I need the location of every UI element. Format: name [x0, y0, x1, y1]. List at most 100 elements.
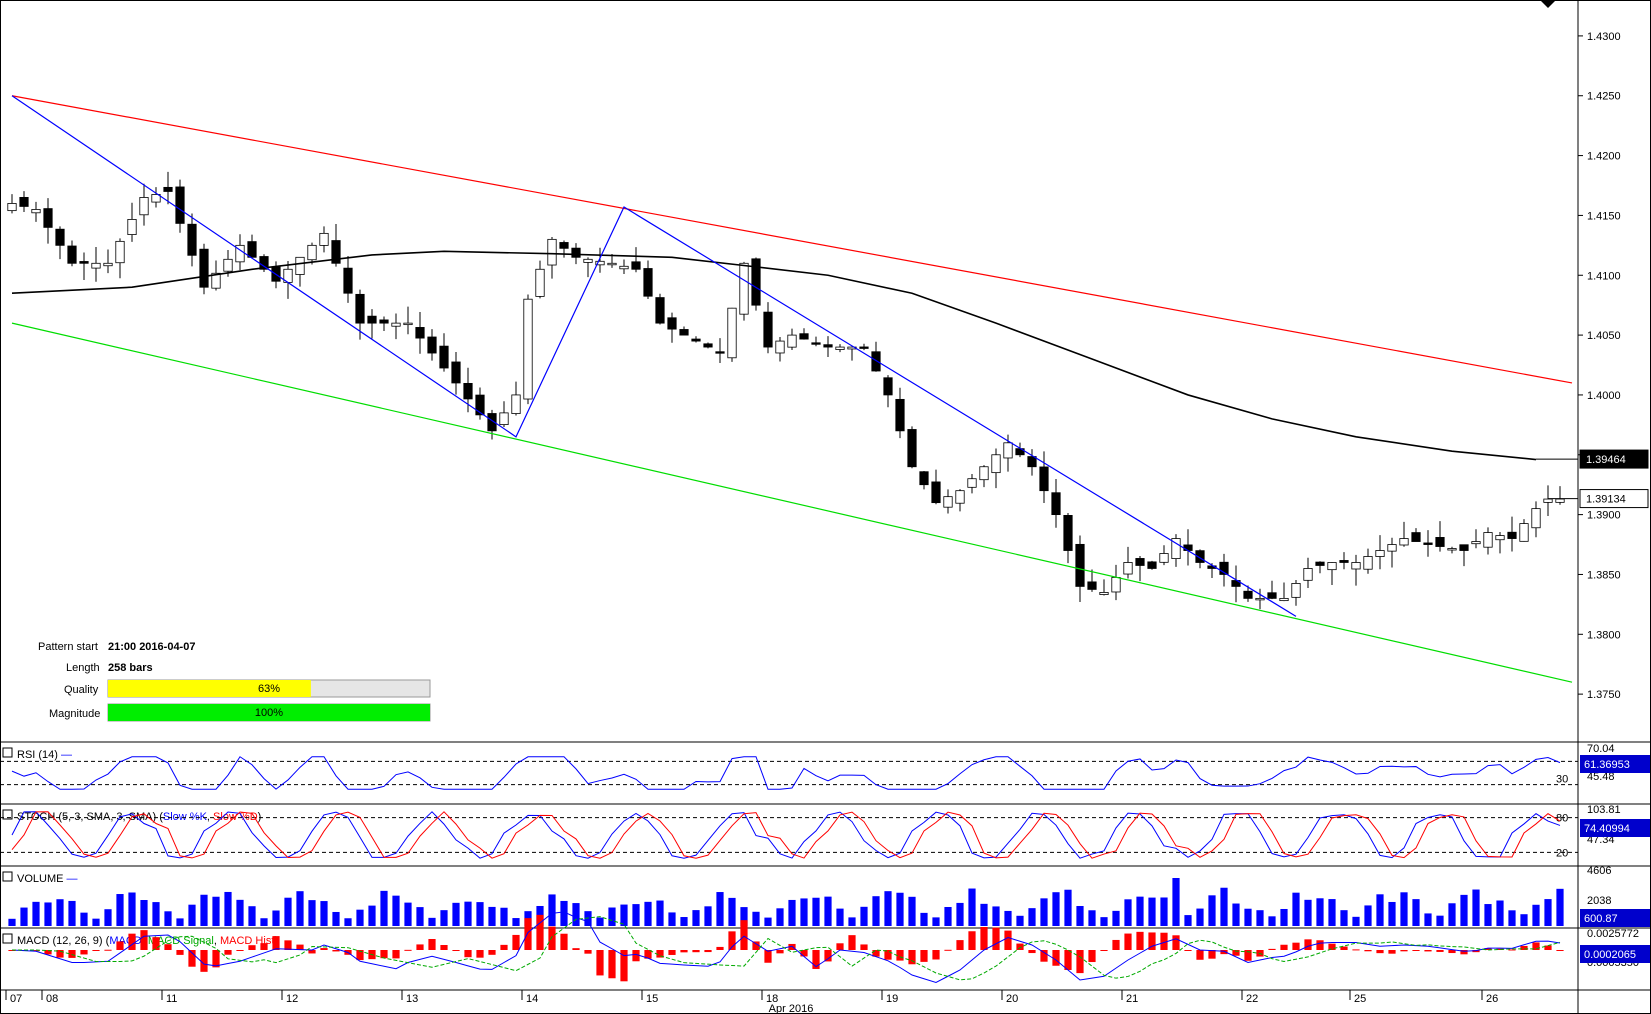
- macd-hist-bar: [884, 950, 892, 960]
- volume-bar: [284, 897, 292, 926]
- volume-bar: [1040, 898, 1048, 926]
- volume-bar: [644, 901, 652, 926]
- volume-bar: [512, 918, 520, 926]
- scroll-marker-icon: [1541, 1, 1555, 8]
- volume-bar: [1244, 908, 1252, 926]
- stoch-level-80-label: 80: [1556, 813, 1568, 825]
- y-tick-label: 1.3750: [1587, 689, 1621, 701]
- candle-body: [415, 327, 425, 339]
- volume-bar: [704, 906, 712, 926]
- macd-hist-bar: [1040, 950, 1048, 962]
- macd-hist-bar: [644, 950, 652, 959]
- pane-close-icon: [2, 747, 13, 758]
- candle-body: [1075, 543, 1085, 587]
- candle-body: [79, 261, 89, 264]
- rsi-value-tag: 61.36953: [1584, 759, 1630, 771]
- volume-bar: [716, 892, 724, 926]
- volume-bar: [632, 904, 640, 926]
- macd-hist-bar: [500, 944, 508, 950]
- candle-body: [955, 490, 965, 504]
- macd-hist-bar: [836, 943, 844, 950]
- candle-body: [1087, 581, 1097, 590]
- volume-bar: [1268, 916, 1276, 926]
- candle-body: [475, 394, 485, 416]
- volume-bar: [1352, 916, 1360, 926]
- macd-hist-bar: [128, 933, 136, 950]
- macd-hist-bar: [1520, 945, 1528, 950]
- rsi-level-30-label: 30: [1556, 774, 1568, 786]
- macd-hist-bar: [608, 950, 616, 979]
- y-tick-label: 1.3850: [1587, 569, 1621, 581]
- volume-bar: [812, 897, 820, 926]
- volume-bar: [1544, 899, 1552, 926]
- candle-body: [787, 334, 797, 348]
- macd-hist-bar: [1268, 948, 1276, 950]
- volume-bar: [1508, 910, 1516, 926]
- volume-bar: [152, 902, 160, 926]
- macd-hist-bar: [956, 940, 964, 950]
- moving-average-line: [11, 250, 1537, 461]
- indicator-panes: RSI (14) — STOCH (5, 3, SMA, 3, SMA) (Slo…: [0, 741, 1651, 1005]
- macd-hist-bar: [680, 950, 688, 953]
- candle-body: [1183, 544, 1193, 551]
- macd-hist-bar: [1484, 948, 1492, 950]
- candle-body: [931, 481, 941, 504]
- macd-hist-bar: [1124, 933, 1132, 950]
- magnitude-bar-fill: [108, 704, 430, 721]
- pattern-start-label: Pattern start: [38, 641, 98, 653]
- macd-hist-bar: [896, 950, 904, 961]
- magnitude-label: Magnitude: [49, 708, 100, 720]
- macd-hist-bar: [1316, 940, 1324, 950]
- macd-hist-bar: [452, 950, 460, 951]
- volume-axis-mid: 2038: [1587, 895, 1611, 907]
- macd-hist-bar: [80, 950, 88, 955]
- macd-hist-bar: [752, 941, 760, 950]
- candle-body: [499, 412, 509, 426]
- macd-hist-bar: [632, 950, 640, 962]
- candle-body: [919, 471, 929, 486]
- volume-bar: [1052, 892, 1060, 926]
- volume-bar: [776, 908, 784, 926]
- macd-hist-bar: [788, 943, 796, 950]
- macd-hist-bar: [512, 934, 520, 950]
- macd-hist-bar: [176, 950, 184, 955]
- rsi-value-tag-box: [1580, 755, 1650, 773]
- candle-body: [115, 240, 125, 264]
- x-tick-label: 21: [1126, 993, 1138, 1005]
- macd-hist-bar: [1292, 942, 1300, 950]
- volume-bar: [368, 905, 376, 926]
- candle-body: [1459, 544, 1469, 551]
- macd-hist-bar: [1088, 950, 1096, 963]
- stoch-axis-top: 103.81: [1587, 804, 1621, 816]
- x-tick-label: 18: [766, 993, 778, 1005]
- y-tick-label: 1.3800: [1587, 629, 1621, 641]
- volume-bar: [20, 907, 28, 926]
- macd-hist-bar: [932, 950, 940, 960]
- candle-body: [391, 322, 401, 327]
- macd-hist-bar: [68, 950, 76, 958]
- macd-hist-bar: [1460, 950, 1468, 955]
- candle-body: [139, 197, 149, 216]
- volume-bar: [440, 910, 448, 926]
- candle-body: [55, 228, 65, 246]
- volume-bar: [92, 918, 100, 926]
- macd-hist-bar: [260, 943, 268, 950]
- macd-hist-bar: [284, 940, 292, 950]
- resistance-line: [11, 95, 1573, 384]
- macd-hist-bar: [464, 950, 472, 958]
- volume-bar: [176, 918, 184, 926]
- volume-bar: [680, 917, 688, 926]
- candle-body: [1363, 556, 1373, 570]
- volume-bar: [1100, 917, 1108, 926]
- volume-bar: [224, 891, 232, 926]
- macd-hist-bar: [188, 950, 196, 967]
- macd-signal-line: [12, 916, 1561, 981]
- macd-hist-bar: [116, 941, 124, 950]
- macd-hist-bar: [1352, 949, 1360, 951]
- macd-hist-bar: [860, 944, 868, 950]
- volume-bar: [980, 903, 988, 926]
- volume-bar: [692, 910, 700, 926]
- candle-body: [895, 398, 905, 432]
- macd-hist-bar: [620, 950, 628, 982]
- volume-label: VOLUME —: [17, 873, 78, 885]
